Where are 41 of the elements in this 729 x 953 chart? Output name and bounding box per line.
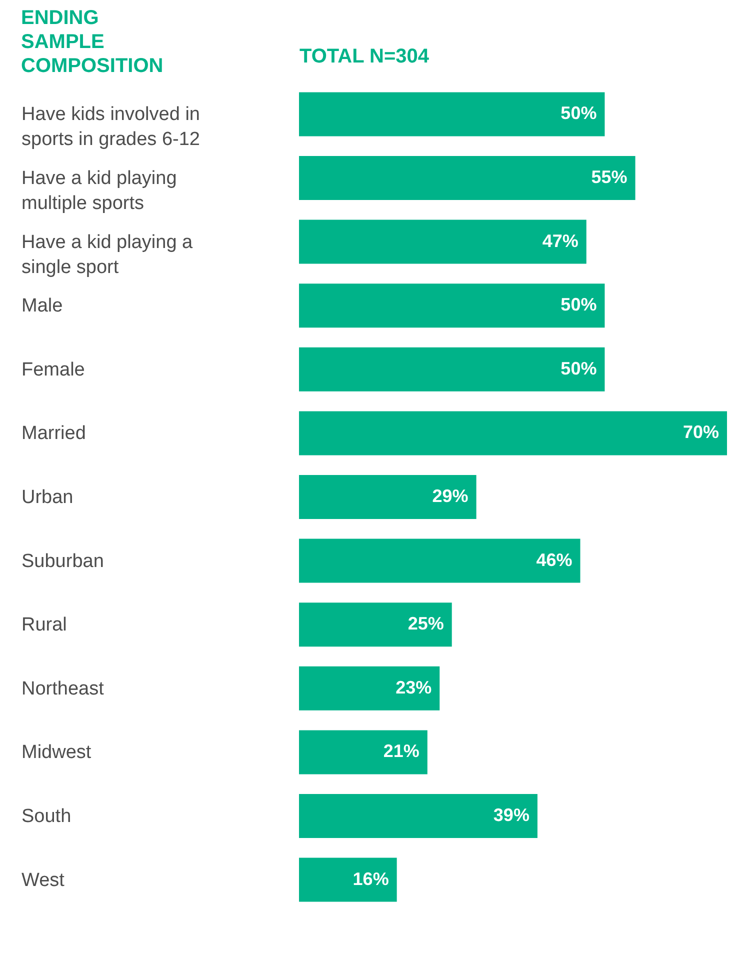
- bar: [299, 347, 605, 392]
- data-label: 50%: [560, 103, 597, 124]
- bar: [299, 284, 605, 328]
- bar: [299, 730, 428, 774]
- bar: [299, 602, 452, 647]
- y-tick-label: Midwest: [22, 742, 92, 764]
- y-tick-label: Female: [22, 359, 85, 380]
- data-label: 23%: [396, 677, 432, 698]
- bar: [299, 794, 538, 838]
- y-tick-label: Urban: [22, 487, 74, 508]
- y-tick-label: Have kids involved in sports in grades 6-12: [22, 104, 200, 150]
- y-tick-label: West: [22, 870, 66, 891]
- text: ENDING SAMPLE COMPOSITION: [21, 7, 164, 77]
- y-tick-label: Suburban: [22, 550, 104, 572]
- y-tick-label: Northeast: [22, 678, 105, 700]
- y-tick-label: South: [22, 806, 72, 827]
- data-label: 55%: [591, 167, 628, 188]
- data-label: 50%: [560, 294, 597, 315]
- data-label: 21%: [383, 741, 420, 762]
- bar: [299, 156, 636, 200]
- bar: [299, 475, 476, 519]
- data-label: 47%: [542, 230, 578, 251]
- bar: [299, 220, 586, 264]
- data-label: 46%: [536, 550, 572, 570]
- data-label: 29%: [432, 486, 468, 506]
- x-axis-title: TOTAL N=304: [300, 46, 430, 68]
- data-label: 39%: [493, 804, 530, 825]
- y-tick-label: Have a kid playing a single sport: [22, 232, 194, 278]
- y-tick-label: Married: [22, 423, 86, 444]
- bar: [299, 411, 727, 456]
- y-tick-label: Male: [22, 296, 63, 317]
- bar: [299, 858, 397, 902]
- bar: [299, 92, 605, 136]
- data-label: 25%: [408, 614, 444, 634]
- bar: [299, 538, 580, 583]
- y-tick-label: Rural: [22, 614, 67, 636]
- data-label: 16%: [352, 868, 389, 889]
- bar: [299, 666, 440, 710]
- data-label: 70%: [682, 422, 719, 442]
- data-label: 50%: [560, 358, 597, 378]
- y-tick-label: Have a kid playing multiple sports: [22, 168, 177, 214]
